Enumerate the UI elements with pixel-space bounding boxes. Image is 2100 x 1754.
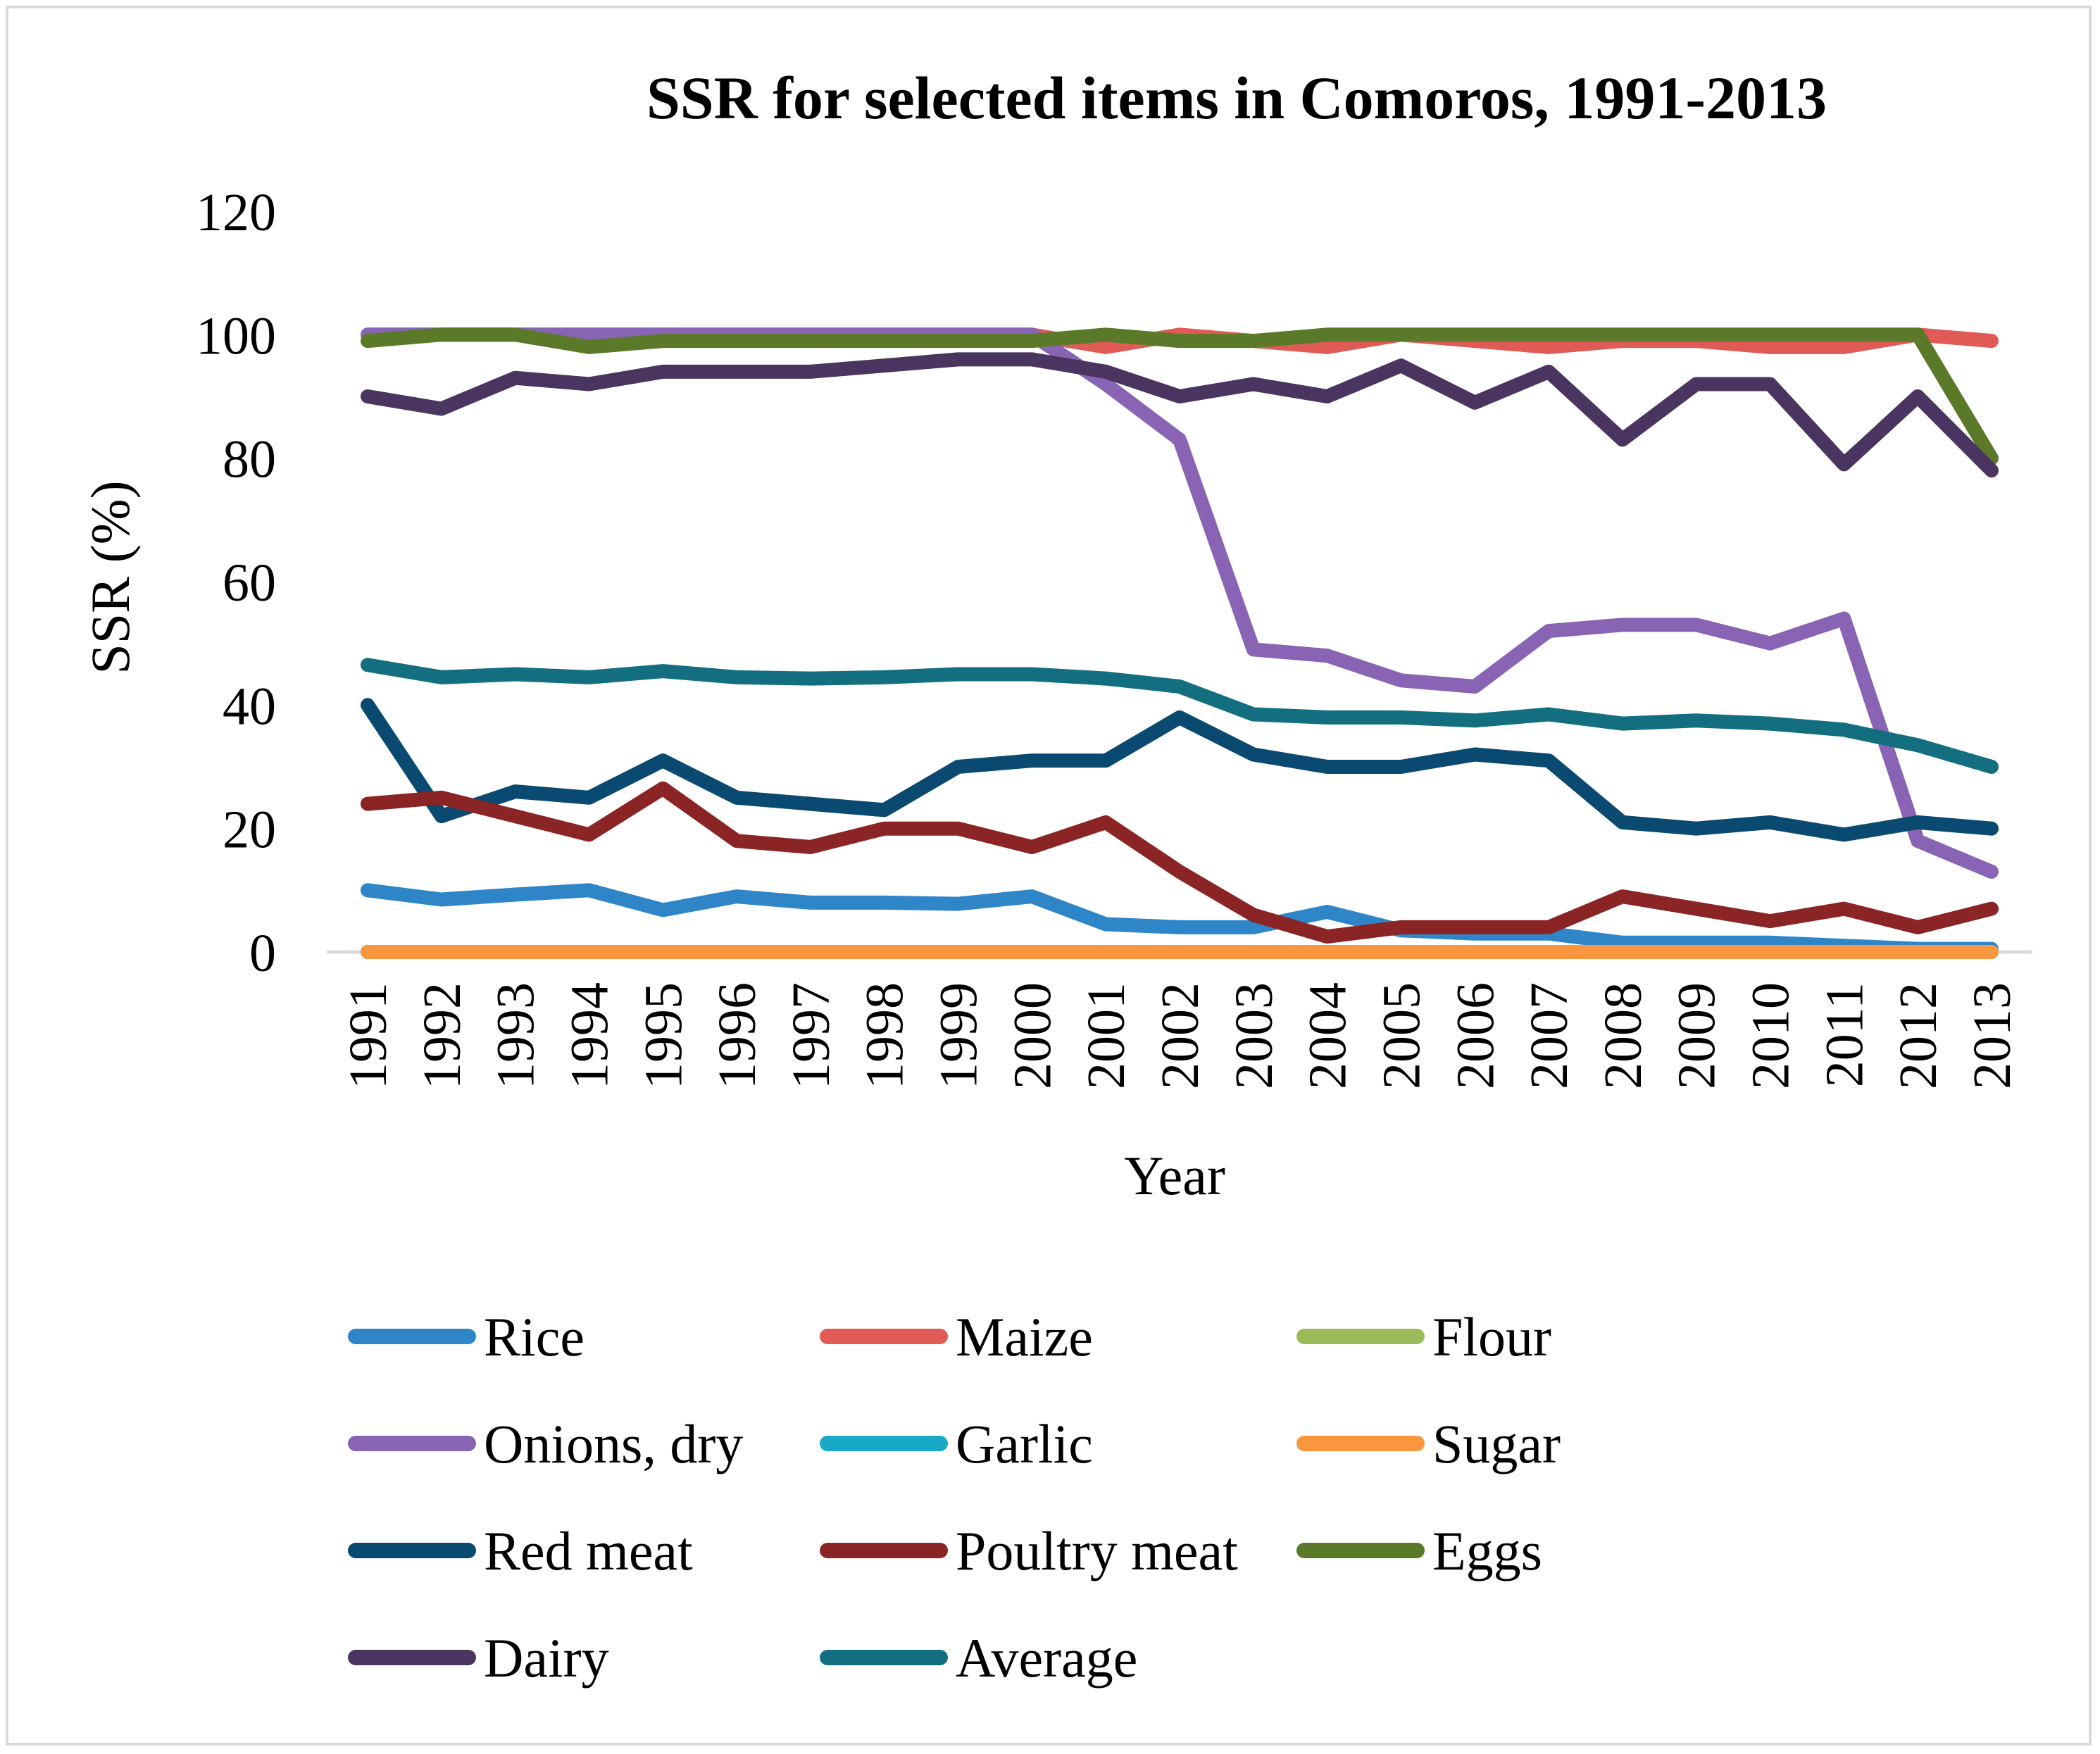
x-tick-label: 2013 bbox=[1963, 982, 2022, 1089]
legend-item-rice[interactable]: Rice bbox=[348, 1306, 585, 1367]
x-tick-label: 2003 bbox=[1225, 982, 1284, 1089]
y-axis-title: SSR (%) bbox=[80, 480, 141, 674]
series-lines bbox=[361, 327, 1999, 959]
x-tick-labels: 1991 1992 1993 1994 1995 1996 1997 1998 1999 2000… bbox=[339, 982, 2022, 1089]
series-line-onions-dry bbox=[361, 327, 1999, 879]
x-tick-label: 1999 bbox=[930, 982, 989, 1089]
x-tick-label: 1993 bbox=[487, 982, 546, 1089]
y-tick-label: 80 bbox=[223, 430, 276, 489]
x-tick-label: 2010 bbox=[1742, 982, 1801, 1089]
x-tick-label: 1994 bbox=[560, 982, 619, 1089]
series-line-dairy bbox=[361, 352, 1999, 478]
y-tick-label: 120 bbox=[196, 183, 276, 242]
legend-label: Rice bbox=[484, 1306, 585, 1367]
legend-label: Sugar bbox=[1432, 1413, 1561, 1474]
y-tick-label: 40 bbox=[223, 677, 276, 736]
legend-item-average[interactable]: Average bbox=[820, 1627, 1137, 1689]
x-tick-label: 2001 bbox=[1077, 982, 1136, 1089]
legend-item-eggs[interactable]: Eggs bbox=[1296, 1520, 1542, 1581]
y-tick-label: 60 bbox=[223, 553, 276, 613]
x-tick-label: 2008 bbox=[1594, 982, 1653, 1089]
legend-item-onions-dry[interactable]: Onions, dry bbox=[348, 1413, 743, 1474]
x-tick-label: 2002 bbox=[1151, 982, 1210, 1089]
x-tick-label: 1992 bbox=[413, 982, 472, 1089]
x-tick-label: 2005 bbox=[1372, 982, 1431, 1089]
legend-item-garlic[interactable]: Garlic bbox=[820, 1413, 1093, 1474]
chart-frame bbox=[6, 6, 2092, 1746]
x-tick-label: 1998 bbox=[856, 982, 915, 1089]
series-line-average bbox=[361, 658, 1999, 774]
legend-label: Average bbox=[956, 1627, 1137, 1689]
x-tick-label: 2000 bbox=[1003, 982, 1062, 1089]
x-tick-label: 1991 bbox=[339, 982, 398, 1089]
x-tick-label: 2011 bbox=[1815, 982, 1874, 1087]
series-line-rice bbox=[361, 883, 1999, 956]
legend-label: Dairy bbox=[484, 1627, 609, 1689]
x-tick-label: 2007 bbox=[1520, 982, 1579, 1089]
chart-title: SSR for selected items in Comoros, 1991-… bbox=[646, 64, 1827, 132]
y-tick-label: 0 bbox=[249, 924, 276, 983]
legend-label: Garlic bbox=[956, 1413, 1093, 1474]
legend-label: Eggs bbox=[1432, 1520, 1542, 1581]
x-tick-label: 2009 bbox=[1668, 982, 1727, 1089]
series-line-poultry-meat bbox=[361, 781, 1999, 944]
legend-item-dairy[interactable]: Dairy bbox=[348, 1627, 609, 1689]
x-tick-label: 1997 bbox=[782, 982, 841, 1089]
legend-item-maize[interactable]: Maize bbox=[820, 1306, 1093, 1367]
legend-label: Flour bbox=[1432, 1306, 1551, 1367]
x-tick-label: 2004 bbox=[1299, 982, 1358, 1089]
x-tick-label: 1995 bbox=[634, 982, 693, 1089]
y-tick-labels: 0 20 40 60 80 100 120 bbox=[196, 183, 276, 983]
series-line-red-meat bbox=[361, 698, 1999, 842]
legend[interactable]: Rice Maize Flour Onions, dry Garlic Sugar Red … bbox=[348, 1306, 1561, 1689]
series-line-eggs bbox=[361, 327, 1999, 465]
x-tick-label: 1996 bbox=[708, 982, 767, 1089]
y-tick-label: 100 bbox=[196, 306, 276, 365]
y-tick-label: 20 bbox=[223, 801, 276, 860]
legend-label: Onions, dry bbox=[484, 1413, 743, 1474]
legend-label: Red meat bbox=[484, 1520, 693, 1581]
legend-item-sugar[interactable]: Sugar bbox=[1296, 1413, 1561, 1474]
x-axis-title: Year bbox=[1124, 1145, 1225, 1206]
legend-item-poultry-meat[interactable]: Poultry meat bbox=[820, 1520, 1238, 1581]
legend-label: Maize bbox=[956, 1306, 1093, 1367]
x-tick-label: 2006 bbox=[1446, 982, 1505, 1089]
legend-item-red-meat[interactable]: Red meat bbox=[348, 1520, 693, 1581]
x-tick-label: 2012 bbox=[1889, 982, 1948, 1089]
legend-item-flour[interactable]: Flour bbox=[1296, 1306, 1551, 1367]
legend-label: Poultry meat bbox=[956, 1520, 1238, 1581]
